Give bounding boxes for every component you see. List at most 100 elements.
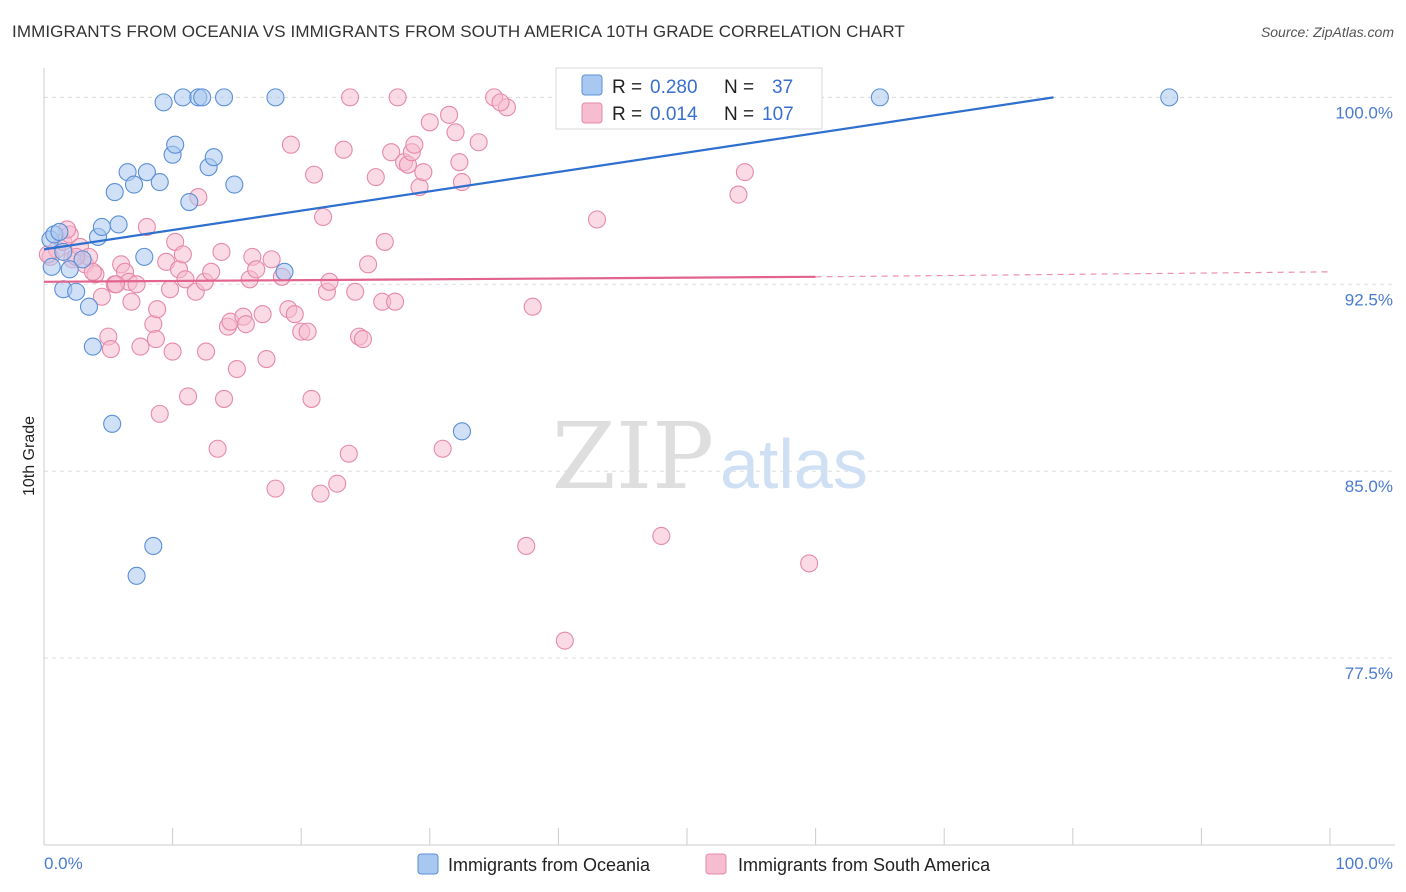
south-america-trend-line-extension [815, 271, 1331, 278]
oceania-point [204, 148, 223, 167]
south-america-point [202, 262, 221, 281]
y-tick-label: 92.5% [1345, 290, 1393, 309]
south-america-point [414, 163, 433, 182]
south-america-point [386, 292, 405, 311]
x-tick-label-start: 0.0% [44, 854, 83, 873]
south-america-point [257, 349, 276, 369]
south-america-point [305, 165, 324, 184]
oceania-point [173, 88, 192, 107]
south-america-point [196, 342, 216, 361]
south-america-point [144, 315, 163, 334]
legend-r-value-south-america: 0.014 [650, 104, 698, 125]
legend-n-label-south-america: N = [724, 104, 754, 125]
south-america-point [517, 536, 536, 556]
oceania-point [103, 414, 122, 433]
south-america-point [388, 88, 407, 107]
legend-r-label-oceania: R = [612, 77, 642, 98]
south-america-point [106, 275, 126, 294]
legend-swatch-south-america-bottom [705, 853, 727, 875]
south-america-point [131, 337, 150, 356]
stats-legend: R = 0.280 N = 37 R = 0.014 N = 107 [555, 67, 823, 130]
oceania-point [135, 247, 154, 266]
oceania-point [73, 250, 92, 269]
south-america-point [178, 387, 198, 406]
south-america-point [555, 631, 574, 650]
south-america-point [212, 242, 231, 261]
south-america-point [101, 340, 120, 359]
legend-r-label-south-america: R = [612, 104, 642, 125]
south-america-point [127, 275, 146, 294]
oceania-point [452, 422, 472, 441]
trend-lines [43, 96, 1331, 283]
south-america-point [405, 135, 424, 154]
oceania-point [79, 297, 99, 316]
south-america-trend-line [43, 275, 816, 283]
south-america-point [729, 185, 748, 204]
y-tick-label: 77.5% [1345, 664, 1393, 683]
chart-title: IMMIGRANTS FROM OCEANIA VS IMMIGRANTS FR… [12, 22, 905, 41]
south-america-point [359, 255, 378, 274]
oceania-point [166, 135, 185, 154]
axes [43, 68, 1395, 846]
south-america-point [382, 143, 401, 162]
south-america-point [314, 207, 333, 227]
south-america-point [150, 404, 169, 423]
legend-label-south-america: Immigrants from South America [738, 855, 991, 875]
oceania-point [1160, 88, 1179, 107]
south-america-point [523, 297, 542, 316]
oceania-point [127, 566, 146, 585]
x-tick-label-end: 100.0% [1335, 854, 1393, 873]
oceania-point [214, 88, 234, 107]
south-america-point [208, 439, 227, 458]
south-america-point [262, 250, 281, 269]
oceania-point [50, 222, 69, 242]
south-america-point [83, 262, 102, 281]
south-america-point [320, 272, 339, 291]
south-america-point [491, 93, 510, 112]
oceania-point [144, 536, 163, 556]
south-america-point [433, 439, 452, 458]
legend-swatch-oceania-bottom [417, 853, 439, 875]
y-tick-label: 85.0% [1345, 477, 1393, 496]
south-america-point [253, 305, 272, 324]
oceania-point [225, 175, 244, 194]
watermark-atlas: atlas [720, 425, 868, 503]
south-america-point [173, 245, 192, 264]
south-america-point [311, 484, 330, 503]
oceania-point [266, 88, 285, 107]
oceania-point [193, 88, 212, 107]
series-oceania-points [41, 88, 1179, 585]
oceania-point [83, 337, 102, 356]
y-tick-labels: 77.5% 85.0% 92.5% 100.0% [1335, 103, 1393, 683]
south-america-point [302, 389, 321, 408]
x-tick-labels: 0.0% 100.0% [44, 854, 1393, 873]
oceania-point [105, 183, 124, 202]
oceania-point [109, 215, 128, 234]
south-america-point [285, 305, 304, 324]
south-america-point [346, 282, 365, 301]
south-america-point [160, 280, 180, 299]
south-america-point [163, 342, 182, 361]
legend-swatch-oceania [581, 74, 603, 96]
south-america-point [148, 300, 167, 319]
south-america-point [587, 210, 607, 229]
south-america-point [375, 232, 394, 251]
south-america-point [176, 270, 195, 289]
oceania-point [124, 175, 144, 194]
south-america-point [214, 389, 234, 408]
oceania-point [150, 173, 169, 192]
source-label: Source: ZipAtlas.com [1260, 24, 1394, 40]
watermark-zip: ZIP [552, 403, 714, 510]
y-axis-label: 10th Grade [21, 416, 38, 496]
oceania-point [275, 262, 294, 281]
legend-swatch-south-america [581, 102, 603, 124]
south-america-point [266, 479, 285, 498]
south-america-point [227, 359, 246, 379]
south-america-point [146, 330, 165, 349]
series-legend: Immigrants from Oceania Immigrants from … [417, 853, 991, 875]
legend-n-value-south-america: 107 [762, 104, 794, 125]
south-america-point [328, 474, 347, 493]
y-tick-label: 100.0% [1335, 103, 1393, 122]
oceania-point [137, 163, 156, 182]
oceania-point [92, 217, 111, 237]
